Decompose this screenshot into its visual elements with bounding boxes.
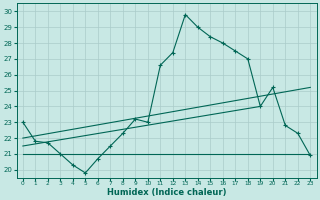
X-axis label: Humidex (Indice chaleur): Humidex (Indice chaleur) (107, 188, 226, 197)
